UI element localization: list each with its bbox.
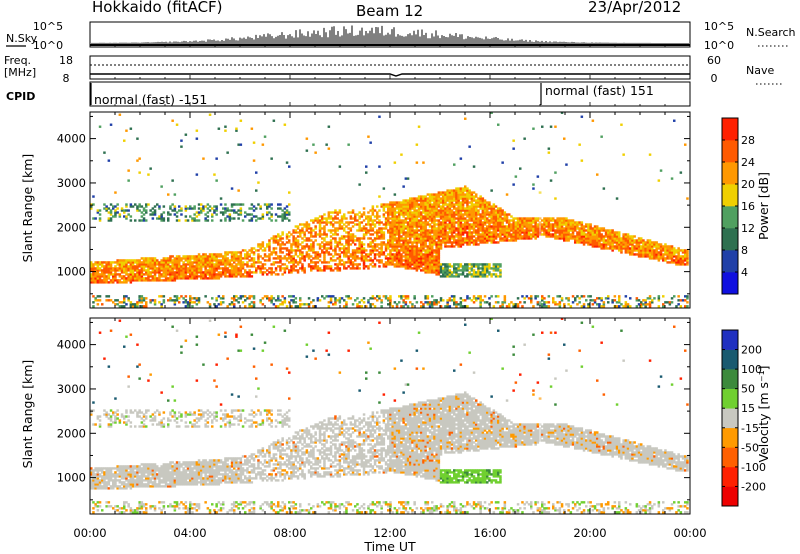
- nsearch-tick-top: 10^5: [704, 20, 734, 33]
- beam-title: Beam 12: [356, 2, 423, 20]
- time-tick-label: 12:00: [373, 526, 406, 540]
- cpid-label: CPID: [6, 90, 35, 103]
- power-yticks-label: 1000: [57, 265, 86, 279]
- colorbar-swatch: [722, 228, 738, 251]
- velocity-echoes: [90, 317, 689, 514]
- velocity-colorbar-ticks: 200 100 50 15 -15 -50 -100 -200: [722, 344, 766, 493]
- x-axis-label: Time UT: [363, 539, 416, 554]
- cpid-segment-2: normal (fast) 151: [545, 83, 654, 98]
- power-echoes: [90, 111, 689, 308]
- nave-tick-bottom: 0: [711, 72, 718, 85]
- colorbar-swatch: [722, 447, 738, 468]
- freq-tick-top: 18: [59, 54, 73, 67]
- nsky-trace: [89, 25, 690, 46]
- colorbar-swatch: [722, 388, 738, 409]
- time-tick-label: 08:00: [273, 526, 306, 540]
- velocity-panel: 1000 2000 3000 4000 00:00 04:00 08:00 12:00 16:…: [20, 317, 707, 554]
- nsky-label: N.Sky: [6, 32, 38, 45]
- velocity-colorbar: 200 100 50 15 -15 -50 -100 -200 Velocity [m s⁻¹…: [721, 329, 771, 507]
- power-x-ticks: [89, 112, 691, 308]
- nsearch-label: N.Search: [746, 26, 796, 39]
- vel-yticks-label: 3000: [57, 382, 86, 396]
- freq-unit-label: [MHz]: [4, 66, 36, 79]
- freq-trace: [90, 73, 690, 77]
- power-colorbar-label: Power [dB]: [756, 172, 771, 240]
- colorbar-swatch: [722, 427, 738, 448]
- colorbar-tick-label: 20: [741, 178, 755, 191]
- cpid-panel: CPID normal (fast) -151 normal (fast) 15…: [6, 81, 691, 107]
- colorbar-swatch: [722, 486, 738, 507]
- time-tick-label: 20:00: [573, 526, 606, 540]
- colorbar-tick-label: 16: [741, 200, 755, 213]
- colorbar-swatch: [722, 162, 738, 185]
- power-colorbar-ticks: 4 8 12 16 20 24 28: [722, 134, 755, 279]
- power-yticks-label: 2000: [57, 220, 86, 234]
- velocity-y-ticks: 1000 2000 3000 4000: [57, 321, 690, 501]
- colorbar-tick-label: -50: [741, 441, 759, 454]
- nsky-panel: N.Sky 10^5 10^0 10^5 10^0 N.Search: [6, 20, 796, 106]
- velocity-ylabel: Slant Range [km]: [20, 360, 35, 469]
- colorbar-swatch: [722, 140, 738, 163]
- colorbar-swatch: [722, 466, 738, 487]
- time-tick-label: 16:00: [473, 526, 506, 540]
- time-tick-label: 00:00: [73, 526, 106, 540]
- colorbar-tick-label: 50: [741, 383, 755, 396]
- colorbar-tick-label: 15: [741, 402, 755, 415]
- time-tick-labels: 00:00 04:00 08:00 12:00 16:00 20:00 00:00: [73, 526, 706, 540]
- colorbar-swatch: [722, 330, 738, 350]
- colorbar-tick-label: 4: [741, 266, 748, 279]
- colorbar-swatch: [722, 250, 738, 273]
- vel-yticks-label: 1000: [57, 471, 86, 485]
- date-title: 23/Apr/2012: [588, 0, 681, 16]
- freq-label: Freq.: [4, 54, 31, 67]
- nsky-tick-bottom: 10^0: [33, 39, 63, 52]
- power-yticks-label: 3000: [57, 176, 86, 190]
- cpid-segment-1: normal (fast) -151: [94, 92, 207, 107]
- velocity-x-ticks: [89, 318, 691, 514]
- colorbar-swatch: [722, 349, 738, 370]
- freq-panel: Freq. [MHz] 18 8 60 0 Nave: [4, 54, 782, 85]
- colorbar-swatch: [722, 369, 738, 389]
- colorbar-tick-label: 12: [741, 222, 755, 235]
- colorbar-tick-label: -15: [741, 422, 759, 435]
- colorbar-tick-label: 24: [741, 156, 755, 169]
- colorbar-tick-label: -200: [741, 480, 766, 493]
- time-tick-label: 00:00: [673, 526, 706, 540]
- vel-yticks-label: 2000: [57, 426, 86, 440]
- colorbar-tick-label: -100: [741, 461, 766, 474]
- colorbar-swatch: [722, 272, 738, 295]
- nsky-tick-top: 10^5: [33, 20, 63, 33]
- colorbar-swatch: [722, 184, 738, 207]
- station-title: Hokkaido (fitACF): [92, 0, 223, 16]
- colorbar-swatch: [722, 206, 738, 229]
- colorbar-tick-label: 28: [741, 134, 755, 147]
- velocity-colorbar-label: Velocity [m s⁻¹]: [756, 365, 771, 462]
- colorbar-tick-label: 8: [741, 244, 748, 257]
- colorbar-tick-label: 100: [741, 363, 762, 376]
- nave-label: Nave: [746, 64, 774, 77]
- power-yticks-label: 4000: [57, 132, 86, 146]
- vel-yticks-label: 4000: [57, 338, 86, 352]
- time-tick-label: 04:00: [173, 526, 206, 540]
- power-panel: 1000 2000 3000 4000 Slant Range [km]: [20, 111, 691, 309]
- freq-frame: [89, 55, 691, 80]
- cpid-frame: [89, 81, 691, 107]
- nave-tick-top: 60: [707, 54, 721, 67]
- power-colorbar: 4 8 12 16 20 24 28 Power [dB]: [721, 117, 771, 295]
- power-y-ticks: 1000 2000 3000 4000: [57, 115, 690, 295]
- power-ylabel: Slant Range [km]: [20, 154, 35, 263]
- colorbar-swatch: [722, 118, 738, 141]
- colorbar-swatch: [722, 408, 738, 429]
- colorbar-tick-label: 200: [741, 344, 762, 357]
- freq-tick-bottom: 8: [63, 72, 70, 85]
- nsearch-tick-bottom: 10^0: [704, 39, 734, 52]
